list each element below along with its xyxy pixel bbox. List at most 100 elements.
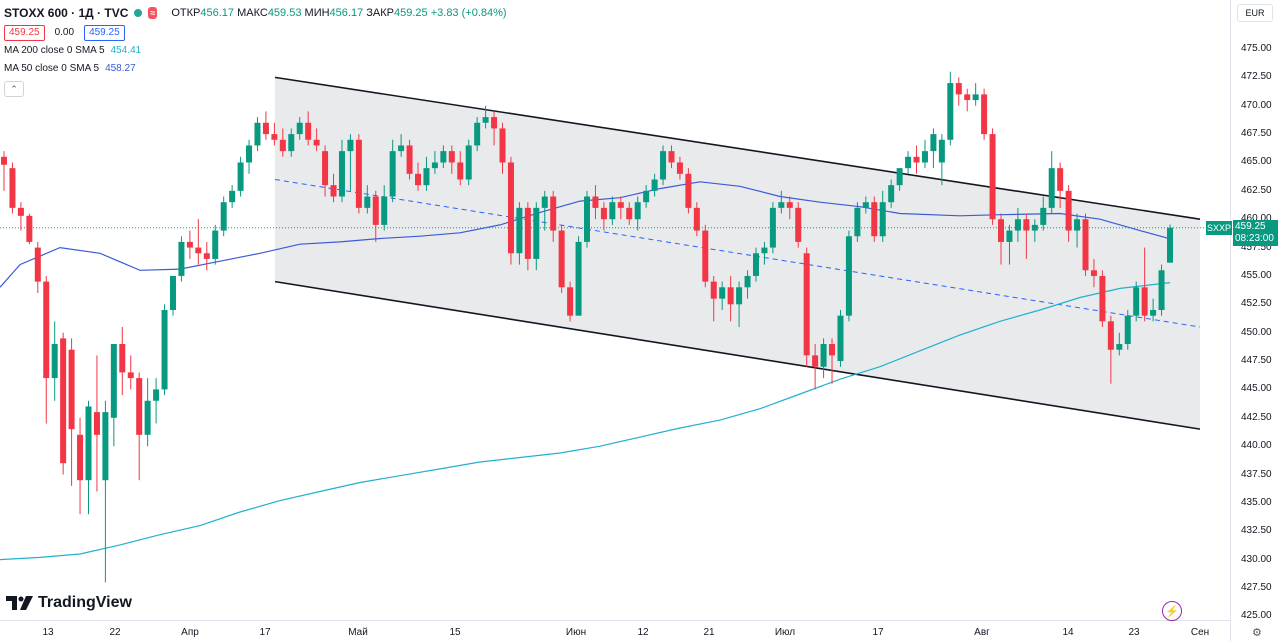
time-axis[interactable]: 13 22 Апр 17 Май 15 Июн 12 21 Июл 17 Авг 14 23 Сен (0, 620, 1230, 642)
candle (1006, 224, 1013, 265)
candle (1090, 258, 1097, 288)
price-axis[interactable]: EUR 475.00 472.50 470.00 467.50 465.00 462.50… (1230, 0, 1280, 641)
price-tick-label: 470.00 (1241, 99, 1272, 111)
open-value: 456.17 (200, 7, 235, 19)
candle (972, 83, 979, 106)
candle-body (110, 344, 117, 418)
time-tick-label: 21 (703, 627, 715, 638)
candle-body (364, 196, 371, 208)
candle-body (600, 207, 607, 220)
candle (279, 128, 286, 157)
price-chart[interactable] (0, 0, 1230, 620)
candle-body (507, 162, 514, 254)
close-label: ЗАКР (366, 7, 394, 19)
candle (9, 162, 16, 214)
symbol-title[interactable]: STOXX 600 · 1Д · TVC ≈ (4, 5, 158, 21)
candle-body (905, 156, 912, 169)
high-label: МАКС (237, 7, 268, 19)
candle-body (1014, 219, 1021, 231)
candle (854, 202, 861, 242)
candle (136, 372, 143, 481)
channel-lower-line (274, 280, 1201, 430)
candle (643, 185, 650, 208)
last-price-tag: 459.25 08:23:00 (1233, 220, 1278, 246)
candle (465, 139, 472, 186)
price-tick-label: 462.50 (1241, 184, 1272, 196)
candle-body (947, 83, 954, 140)
candle-body (913, 156, 920, 163)
chevron-up-icon[interactable]: ⌃ (4, 81, 24, 97)
parallel-channel (274, 76, 1201, 430)
candle (1107, 315, 1114, 384)
candle (575, 236, 582, 316)
candle (660, 145, 667, 186)
price-tick-label: 425.00 (1241, 610, 1272, 622)
candle (1141, 247, 1148, 322)
candle-body (786, 202, 793, 208)
candle (1133, 281, 1140, 322)
lightning-icon[interactable]: ⚡ (1162, 601, 1182, 621)
candle (296, 117, 303, 140)
candle (161, 304, 168, 396)
candle (1099, 270, 1106, 328)
candle (719, 281, 726, 310)
candle-body (415, 173, 422, 186)
candle-body (195, 247, 202, 254)
candle-body (1150, 309, 1157, 316)
candle-body (102, 412, 109, 481)
candle (803, 247, 810, 367)
candle (1, 151, 7, 191)
settings-gear-icon[interactable]: ⚙ (1252, 627, 1262, 639)
time-tick-label: Апр (181, 627, 199, 638)
price-tick-label: 450.00 (1241, 326, 1272, 338)
candle (744, 270, 751, 299)
time-tick-label: 15 (449, 627, 461, 638)
candle (786, 196, 793, 220)
tradingview-logo[interactable]: TradingView (6, 594, 132, 612)
candle (246, 139, 253, 174)
candle-body (972, 94, 979, 101)
candle-body (313, 139, 320, 146)
candle (820, 338, 827, 379)
candle (262, 111, 269, 140)
candle-body (584, 196, 590, 242)
candle-body (338, 151, 345, 197)
candle (448, 145, 455, 174)
close-value: 459.25 (394, 7, 428, 19)
currency-select[interactable]: EUR (1237, 4, 1273, 22)
candle (254, 117, 261, 152)
price-tick-label: 442.50 (1241, 411, 1272, 423)
candle (617, 196, 624, 220)
sell-price-button[interactable]: 459.25 (4, 25, 45, 41)
time-tick-label: 14 (1062, 627, 1074, 638)
candle (237, 156, 244, 197)
candle-body (837, 315, 844, 362)
candle (829, 338, 836, 384)
candle-body (389, 151, 396, 197)
candle (879, 190, 886, 242)
candle-body (812, 355, 819, 367)
candle (795, 202, 802, 248)
ma50-value: 458.27 (105, 63, 136, 74)
candle-body (491, 117, 498, 129)
buy-price-button[interactable]: 459.25 (84, 25, 125, 41)
candle (229, 185, 236, 208)
candle-body (186, 241, 193, 248)
candle-body (1031, 224, 1038, 231)
candle (736, 281, 743, 328)
candle-body (516, 207, 523, 254)
candle-body (431, 162, 438, 169)
ma200-label[interactable]: MA 200 close 0 SMA 5 (4, 45, 105, 56)
candle (905, 151, 912, 174)
candle-body (592, 196, 599, 208)
candle (43, 275, 50, 424)
candle (693, 202, 700, 237)
candle (584, 190, 590, 248)
ma50-label[interactable]: MA 50 close 0 SMA 5 (4, 63, 100, 74)
channel-upper-line (274, 76, 1201, 221)
candle-body (355, 139, 362, 208)
candle (1082, 213, 1089, 276)
candle (888, 179, 895, 208)
price-tick-label: 437.50 (1241, 468, 1272, 480)
candle-body (262, 122, 269, 135)
